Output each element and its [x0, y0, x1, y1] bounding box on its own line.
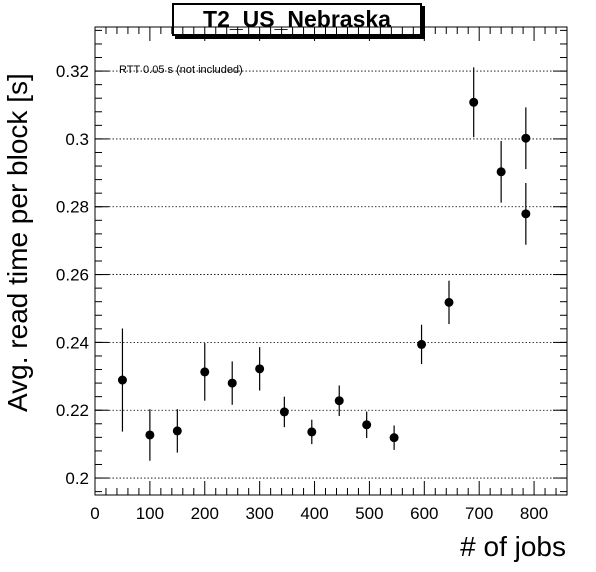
- point-marker: [117, 375, 127, 385]
- data-point: [469, 67, 479, 138]
- rtt-annotation: RTT 0.05 s (not included): [119, 64, 243, 76]
- plot-frame: [94, 26, 568, 496]
- point-marker: [279, 407, 289, 417]
- y-tick-label: 0.32: [56, 62, 89, 81]
- y-tick-label: 0.3: [65, 130, 89, 149]
- data-point: [389, 425, 399, 450]
- point-marker: [145, 430, 155, 440]
- y-tick-label: 0.24: [56, 333, 89, 352]
- point-marker: [389, 433, 399, 443]
- point-marker: [255, 364, 265, 374]
- x-axis-ticks: 0 100 200 300 400 500 600 700 800: [90, 27, 568, 523]
- x-tick-label: 0: [90, 504, 99, 523]
- x-tick-label: 200: [191, 504, 219, 523]
- data-point: [117, 328, 127, 432]
- point-marker: [307, 427, 317, 437]
- point-marker: [444, 297, 454, 307]
- x-tick-label: 300: [245, 504, 273, 523]
- data-point: [444, 280, 454, 325]
- point-marker: [362, 420, 372, 430]
- data-point: [417, 324, 427, 365]
- y-axis-title: Avg. read time per block [s]: [2, 73, 33, 412]
- data-point: [496, 140, 506, 203]
- point-marker: [469, 97, 479, 107]
- point-marker: [521, 133, 531, 143]
- data-point: [334, 385, 344, 416]
- data-point: [227, 361, 237, 405]
- data-points: [117, 67, 531, 461]
- x-axis-title: # of jobs: [460, 531, 566, 562]
- y-tick-label: 0.26: [56, 266, 89, 285]
- point-marker: [334, 396, 344, 406]
- y-tick-label: 0.22: [56, 401, 89, 420]
- data-point: [521, 183, 531, 245]
- data-point: [279, 396, 289, 428]
- y-axis-ticks: 0.2 0.22 0.24 0.26 0.28 0.3 0.32: [56, 29, 567, 493]
- data-point: [307, 419, 317, 445]
- y-tick-label: 0.2: [65, 469, 89, 488]
- grid-lines: [95, 70, 567, 479]
- chart-title: T2_US_Nebraska: [172, 3, 422, 36]
- data-point: [172, 409, 182, 453]
- x-tick-label: 800: [520, 504, 548, 523]
- point-marker: [521, 209, 531, 219]
- data-point: [200, 343, 210, 401]
- point-marker: [227, 378, 237, 388]
- point-marker: [417, 339, 427, 349]
- data-point: [362, 411, 372, 439]
- data-point: [521, 107, 531, 170]
- data-point: [145, 409, 155, 461]
- y-tick-label: 0.28: [56, 198, 89, 217]
- point-marker: [172, 426, 182, 436]
- x-tick-label: 600: [410, 504, 438, 523]
- point-marker: [200, 367, 210, 377]
- x-tick-label: 500: [355, 504, 383, 523]
- x-tick-label: 700: [465, 504, 493, 523]
- data-point: [255, 347, 265, 391]
- x-tick-label: 100: [136, 504, 164, 523]
- x-tick-label: 400: [300, 504, 328, 523]
- point-marker: [496, 167, 506, 177]
